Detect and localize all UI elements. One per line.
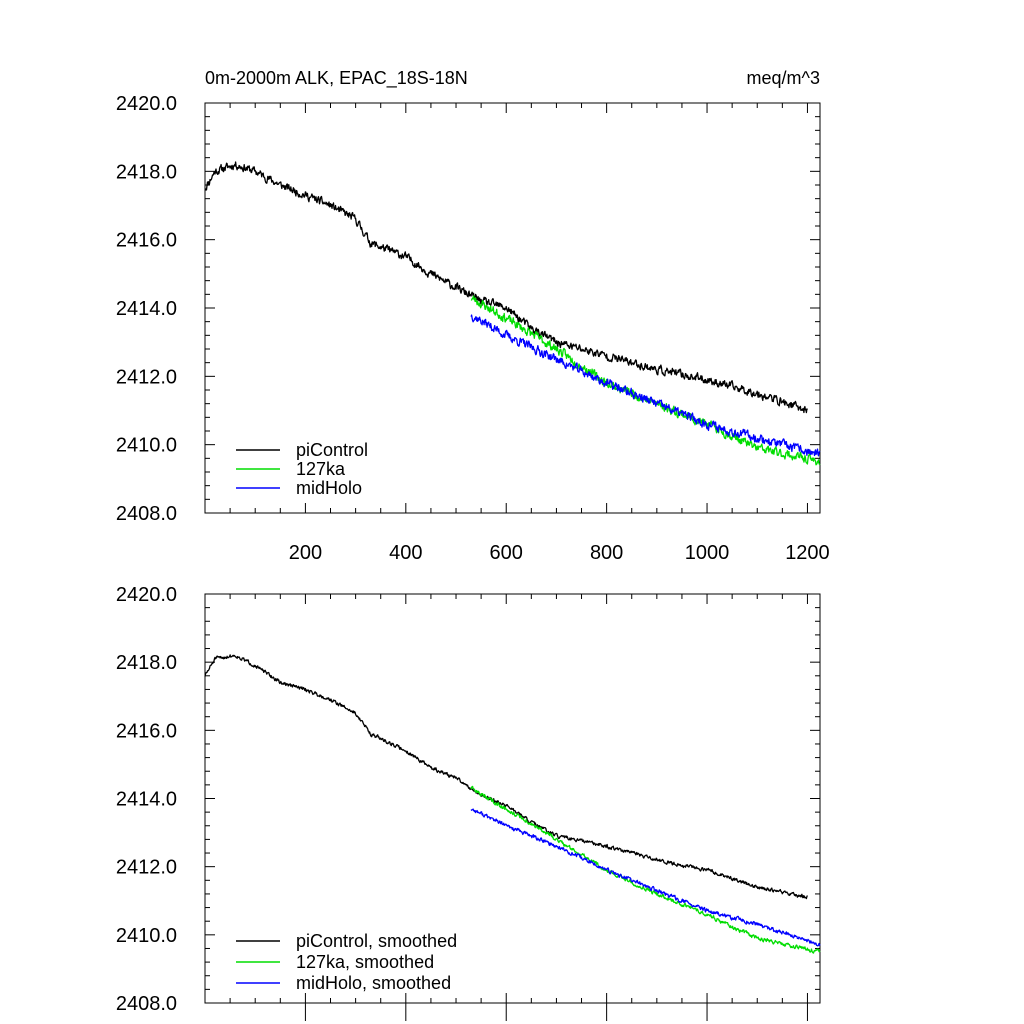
legend-entry: 127ka, smoothed (296, 952, 434, 972)
y-tick-label: 2418.0 (116, 652, 177, 674)
y-tick-label: 2420.0 (116, 93, 177, 115)
x-tick-label: 1000 (685, 542, 730, 564)
x-tick-label: 600 (490, 542, 523, 564)
legend-entry: midHolo (296, 478, 362, 498)
series-line-127ka (470, 295, 821, 466)
y-tick-label: 2412.0 (116, 366, 177, 388)
y-tick-label: 2416.0 (116, 720, 177, 742)
y-tick-label: 2416.0 (116, 230, 177, 252)
y-tick-label: 2408.0 (116, 503, 177, 525)
x-tick-label: 400 (389, 542, 422, 564)
y-tick-label: 2412.0 (116, 857, 177, 879)
legend-entry: midHolo, smoothed (296, 973, 451, 993)
legend-entry: piControl, smoothed (296, 931, 457, 951)
series-line-midholo-smoothed (470, 808, 821, 947)
top-panel: 0m-2000m ALK, EPAC_18S-18N meq/m^3 200 40… (116, 68, 830, 564)
series-line-127ka-smoothed (470, 785, 821, 954)
legend-entry: piControl (296, 440, 368, 460)
series-line-picontrol (204, 161, 808, 414)
series-line-midholo (470, 314, 821, 457)
x-tick-label: 200 (289, 542, 322, 564)
bottom-panel: 2408.0 2410.0 2412.0 2414.0 2416.0 2418.0 2420… (116, 584, 821, 1021)
units-label: meq/m^3 (747, 68, 820, 88)
x-tick-label: 800 (590, 542, 623, 564)
y-tick-label: 2408.0 (116, 993, 177, 1015)
legend-entry: 127ka (296, 459, 346, 479)
y-tick-label: 2414.0 (116, 789, 177, 811)
y-tick-label: 2414.0 (116, 298, 177, 320)
y-tick-label: 2410.0 (116, 925, 177, 947)
y-tick-label: 2410.0 (116, 435, 177, 457)
chart-title: 0m-2000m ALK, EPAC_18S-18N (205, 68, 468, 89)
series-line-picontrol-smoothed (204, 654, 808, 900)
y-tick-label: 2420.0 (116, 584, 177, 606)
y-tick-label: 2418.0 (116, 161, 177, 183)
x-tick-label: 1200 (785, 542, 830, 564)
